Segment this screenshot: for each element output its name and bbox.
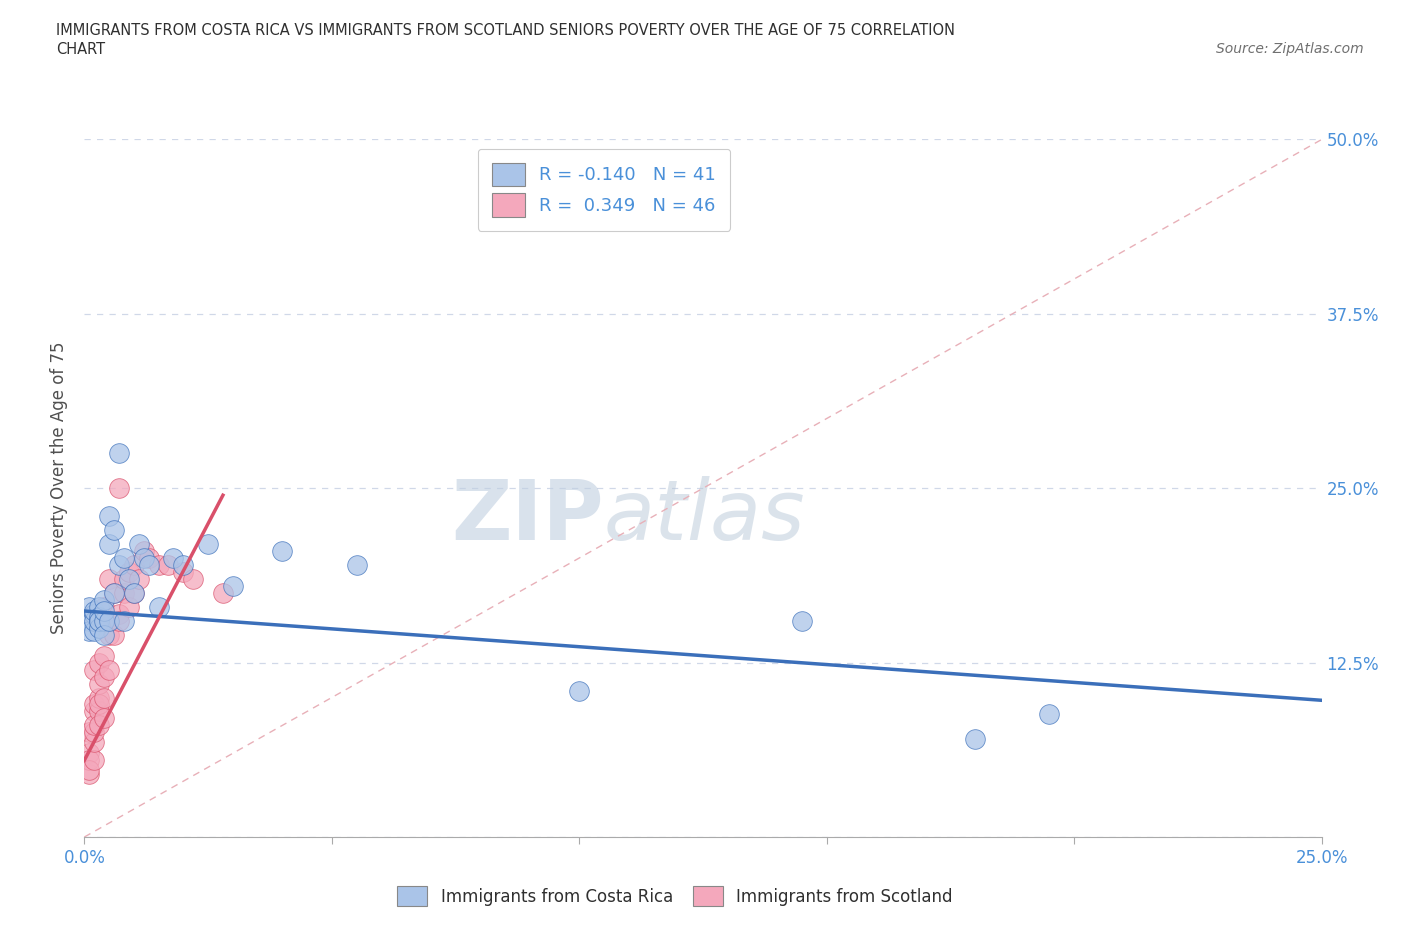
Point [89, 690, 111, 705]
Point [568, 683, 591, 698]
Point [89, 614, 111, 629]
Point [108, 558, 131, 573]
Point [83, 718, 105, 733]
Point [103, 586, 125, 601]
Y-axis label: Seniors Poverty Over the Age of 75: Seniors Poverty Over the Age of 75 [51, 342, 69, 634]
Point [138, 558, 160, 573]
Point [89, 600, 111, 615]
Text: IMMIGRANTS FROM COSTA RICA VS IMMIGRANTS FROM SCOTLAND SENIORS POVERTY OVER THE : IMMIGRANTS FROM COSTA RICA VS IMMIGRANTS… [56, 23, 955, 38]
Point [108, 481, 131, 496]
Point [83, 753, 105, 768]
Text: ZIP: ZIP [451, 475, 605, 557]
Point [83, 704, 105, 719]
Point [93, 614, 115, 629]
Point [98, 571, 121, 587]
Point [128, 571, 150, 587]
Point [118, 565, 141, 579]
Point [98, 614, 121, 629]
Point [98, 628, 121, 643]
Point [122, 586, 145, 601]
Point [112, 551, 135, 565]
Point [197, 537, 219, 551]
Point [79, 753, 101, 768]
Legend: R = -0.140   N = 41, R =  0.349   N = 46: R = -0.140 N = 41, R = 0.349 N = 46 [478, 149, 730, 231]
Point [93, 648, 115, 663]
Point [112, 614, 135, 629]
Point [132, 543, 155, 558]
Point [108, 445, 131, 460]
Point [83, 606, 105, 621]
Point [89, 614, 111, 629]
Point [138, 551, 160, 565]
Point [118, 600, 141, 615]
Point [83, 614, 105, 629]
Point [93, 604, 115, 618]
Text: Source: ZipAtlas.com: Source: ZipAtlas.com [1216, 42, 1364, 56]
Text: atlas: atlas [605, 475, 806, 557]
Point [79, 623, 101, 638]
Point [93, 711, 115, 725]
Point [1038, 707, 1060, 722]
Point [172, 565, 194, 579]
Point [118, 571, 141, 587]
Point [83, 623, 105, 638]
Point [89, 698, 111, 712]
Point [83, 604, 105, 618]
Point [89, 704, 111, 719]
Point [271, 543, 294, 558]
Point [98, 614, 121, 629]
Point [83, 735, 105, 750]
Point [89, 676, 111, 691]
Point [148, 600, 170, 615]
Point [83, 698, 105, 712]
Point [89, 656, 111, 671]
Point [162, 551, 184, 565]
Point [122, 586, 145, 601]
Point [93, 690, 115, 705]
Point [132, 551, 155, 565]
Point [89, 609, 111, 624]
Point [79, 766, 101, 781]
Point [93, 628, 115, 643]
Point [93, 592, 115, 607]
Point [79, 614, 101, 629]
Point [89, 620, 111, 635]
Point [98, 509, 121, 524]
Point [181, 571, 204, 587]
Point [108, 614, 131, 629]
Point [108, 606, 131, 621]
Point [965, 732, 987, 747]
Point [89, 718, 111, 733]
Point [93, 600, 115, 615]
Point [79, 746, 101, 761]
Point [83, 662, 105, 677]
Point [98, 662, 121, 677]
Point [148, 558, 170, 573]
Point [346, 558, 368, 573]
Point [222, 578, 245, 593]
Point [122, 558, 145, 573]
Legend: Immigrants from Costa Rica, Immigrants from Scotland: Immigrants from Costa Rica, Immigrants f… [391, 880, 959, 912]
Point [172, 558, 194, 573]
Point [103, 523, 125, 538]
Text: CHART: CHART [56, 42, 105, 57]
Point [79, 763, 101, 777]
Point [112, 571, 135, 587]
Point [83, 725, 105, 740]
Point [112, 586, 135, 601]
Point [79, 600, 101, 615]
Point [128, 537, 150, 551]
Point [79, 725, 101, 740]
Point [157, 558, 180, 573]
Point [103, 628, 125, 643]
Point [98, 537, 121, 551]
Point [103, 586, 125, 601]
Point [790, 614, 813, 629]
Point [93, 670, 115, 684]
Point [212, 586, 235, 601]
